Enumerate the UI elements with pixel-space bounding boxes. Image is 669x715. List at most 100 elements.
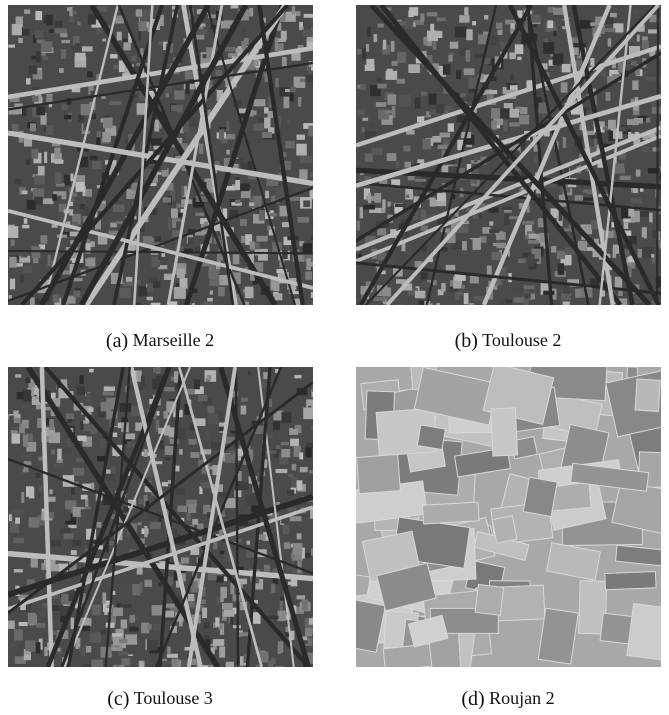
texture [555, 19, 562, 27]
texture [489, 221, 493, 225]
texture [226, 150, 229, 155]
texture [357, 254, 361, 257]
texture [382, 199, 385, 208]
texture [202, 608, 207, 618]
texture [102, 592, 106, 604]
texture [285, 89, 290, 92]
panel-label: (d) [461, 688, 484, 710]
texture [208, 270, 218, 279]
texture [491, 408, 518, 456]
texture [8, 226, 18, 238]
texture [415, 291, 426, 299]
texture [357, 221, 360, 231]
texture [188, 439, 196, 445]
texture [273, 421, 280, 430]
texture [363, 118, 369, 121]
texture [150, 522, 161, 529]
texture [608, 120, 616, 130]
texture [264, 565, 270, 572]
texture [523, 477, 557, 516]
texture [296, 144, 306, 156]
texture [41, 235, 48, 243]
caption-text: Toulouse 3 [134, 688, 213, 708]
texture [240, 219, 247, 226]
texture [154, 624, 161, 631]
texture [492, 252, 502, 260]
texture [303, 200, 310, 207]
texture [464, 7, 468, 15]
texture [624, 160, 634, 168]
texture [20, 275, 24, 283]
texture [85, 498, 88, 507]
texture [624, 223, 629, 229]
texture [171, 208, 178, 217]
texture [371, 148, 382, 156]
texture [213, 639, 224, 646]
texture [36, 51, 41, 62]
texture [154, 120, 159, 132]
texture [248, 371, 251, 375]
texture [103, 391, 114, 395]
texture [23, 435, 28, 447]
texture [32, 149, 39, 159]
texture [177, 268, 185, 278]
texture [448, 123, 454, 131]
texture [214, 145, 217, 149]
texture [642, 227, 647, 238]
texture [443, 107, 453, 111]
texture [538, 608, 578, 664]
texture [139, 661, 145, 670]
texture [29, 65, 37, 74]
texture [110, 54, 117, 58]
texture [116, 221, 123, 224]
texture [118, 651, 129, 655]
texture [421, 92, 427, 96]
texture [46, 125, 53, 135]
texture [420, 13, 424, 21]
texture [75, 288, 81, 291]
texture [39, 486, 42, 492]
texture [73, 11, 77, 15]
texture [448, 55, 452, 62]
texture [144, 580, 152, 587]
texture [205, 432, 211, 440]
texture [164, 435, 169, 446]
texture [83, 664, 91, 672]
texture [306, 258, 311, 270]
texture [131, 56, 136, 61]
texture [61, 49, 66, 59]
texture [225, 47, 236, 52]
texture [563, 301, 570, 309]
texture [284, 542, 290, 549]
texture [219, 646, 225, 657]
texture [634, 10, 639, 14]
texture [66, 413, 74, 419]
texture [82, 46, 93, 51]
texture [489, 229, 499, 233]
texture [423, 138, 431, 149]
texture [136, 370, 141, 381]
texture [208, 665, 213, 675]
texture [464, 68, 475, 75]
texture [496, 23, 502, 29]
texture [248, 161, 253, 170]
texture [469, 303, 474, 311]
caption: (d) Roujan 2 [461, 688, 554, 710]
texture [278, 611, 286, 622]
texture [8, 621, 15, 629]
texture [378, 24, 384, 28]
texture [415, 97, 421, 108]
texture [61, 104, 68, 110]
texture [475, 584, 504, 615]
texture [186, 82, 190, 94]
texture [144, 449, 148, 457]
texture [503, 87, 507, 94]
texture [302, 599, 308, 610]
texture [396, 79, 404, 84]
texture [578, 241, 587, 251]
texture [15, 517, 20, 523]
texture [231, 5, 239, 8]
texture [222, 603, 233, 610]
texture [223, 610, 234, 617]
texture [421, 226, 428, 231]
